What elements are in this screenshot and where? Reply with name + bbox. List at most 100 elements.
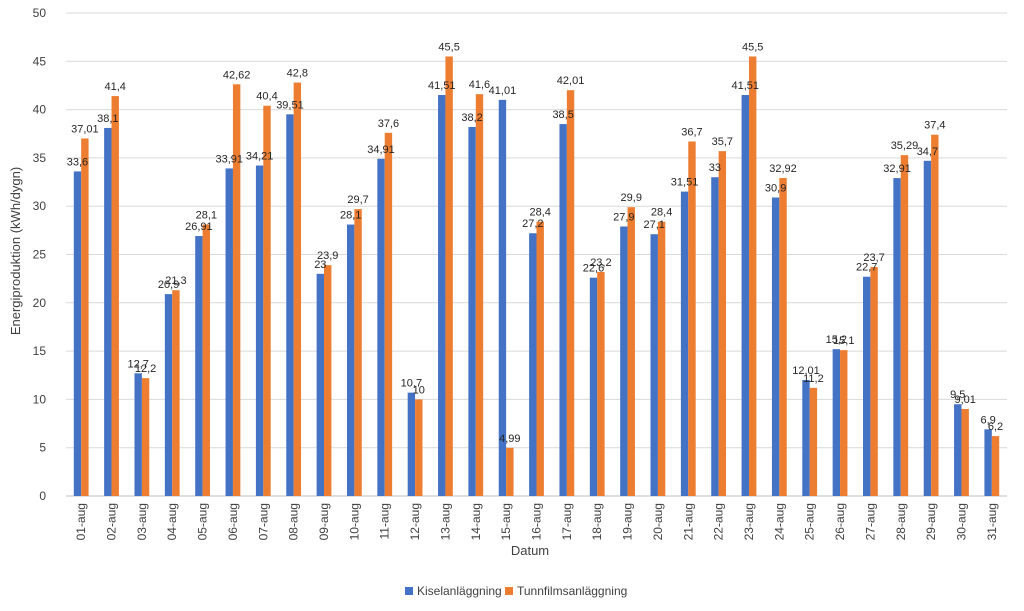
data-label: 40,4 xyxy=(256,91,277,103)
x-tick-label: 06-aug xyxy=(226,503,240,540)
bar-tunnfilm xyxy=(809,387,818,496)
data-label: 45,5 xyxy=(742,41,763,53)
legend-swatch xyxy=(405,587,413,595)
data-label: 21,3 xyxy=(165,275,186,287)
x-tick-label: 29-aug xyxy=(924,503,938,540)
bar-tunnfilm xyxy=(111,96,119,497)
bar-kisel xyxy=(73,171,82,496)
data-label: 37,01 xyxy=(71,123,99,135)
bar-kisel xyxy=(680,191,689,496)
y-tick-labels: 0 5 10 15 20 25 30 35 40 45 50 xyxy=(33,6,47,503)
data-label: 36,7 xyxy=(681,126,702,138)
bar-kisel xyxy=(984,429,992,496)
y-tick-label: 35 xyxy=(33,151,47,165)
x-axis-title: Datum xyxy=(511,543,549,558)
data-label: 30,9 xyxy=(765,183,786,195)
bar-tunnfilm xyxy=(81,138,89,496)
data-label: 38,1 xyxy=(97,113,118,125)
data-label: 27,2 xyxy=(522,218,543,230)
y-tick-label: 30 xyxy=(33,199,47,213)
x-tick-label: 02-aug xyxy=(105,503,119,540)
y-tick-label: 15 xyxy=(33,344,47,358)
bar-kisel xyxy=(104,127,112,496)
bars xyxy=(73,56,1000,497)
data-label: 28,4 xyxy=(529,207,550,219)
x-tick-label: 28-aug xyxy=(894,503,908,540)
x-tick-label: 04-aug xyxy=(165,503,179,540)
bar-kisel xyxy=(589,277,598,496)
bar-kisel xyxy=(954,404,962,496)
x-tick-label: 17-aug xyxy=(560,503,574,540)
x-tick-label: 13-aug xyxy=(438,503,452,540)
data-label: 28,1 xyxy=(196,210,217,222)
bar-kisel xyxy=(468,126,476,496)
data-label: 28,1 xyxy=(340,210,361,222)
data-label: 22,7 xyxy=(856,262,877,274)
x-tick-label: 05-aug xyxy=(196,503,210,540)
data-label: 38,5 xyxy=(552,109,573,121)
x-tick-label: 15-aug xyxy=(499,503,513,540)
x-tick-label: 14-aug xyxy=(469,503,483,540)
x-tick-label: 30-aug xyxy=(954,503,968,540)
data-label: 35,7 xyxy=(712,136,733,148)
x-tick-label: 20-aug xyxy=(651,503,665,540)
legend-swatch xyxy=(505,587,513,595)
data-label: 42,8 xyxy=(287,68,308,80)
y-axis-title: Energiproduktion (kWh/dygn) xyxy=(8,167,23,335)
y-tick-label: 40 xyxy=(33,103,47,117)
x-tick-label: 21-aug xyxy=(681,503,695,540)
data-label: 12,01 xyxy=(792,365,820,377)
bar-kisel xyxy=(286,114,294,496)
bar-kisel xyxy=(438,95,446,496)
data-label: 23,7 xyxy=(863,252,884,264)
y-tick-label: 25 xyxy=(33,248,47,262)
y-tick-label: 50 xyxy=(33,6,47,20)
x-tick-label: 01-aug xyxy=(74,503,88,540)
x-tick-label: 11-aug xyxy=(378,503,392,539)
data-label: 9,01 xyxy=(954,394,975,406)
data-label: 31,51 xyxy=(671,177,699,189)
bar-tunnfilm xyxy=(597,271,605,496)
data-label: 38,2 xyxy=(461,112,482,124)
bar-tunnfilm xyxy=(293,82,302,496)
bar-tunnfilm xyxy=(961,408,969,496)
data-label: 6,9 xyxy=(980,414,995,426)
bar-kisel xyxy=(832,349,841,496)
data-label: 10,7 xyxy=(401,378,422,390)
data-label: 39,51 xyxy=(276,99,304,111)
x-tick-label: 23-aug xyxy=(742,503,756,540)
data-label: 15,1 xyxy=(833,335,854,347)
bar-tunnfilm xyxy=(172,290,180,496)
bar-tunnfilm xyxy=(324,265,332,496)
data-label: 9,5 xyxy=(950,389,965,401)
data-label: 20,9 xyxy=(158,279,179,291)
bar-tunnfilm xyxy=(445,56,453,496)
data-label: 27,1 xyxy=(644,219,665,231)
x-tick-label: 22-aug xyxy=(712,503,726,540)
data-label: 37,6 xyxy=(378,118,399,130)
bar-kisel xyxy=(771,197,780,497)
data-label: 37,4 xyxy=(924,120,945,132)
data-label: 41,51 xyxy=(428,80,456,92)
x-tick-label: 25-aug xyxy=(803,503,817,540)
bar-tunnfilm xyxy=(900,155,909,496)
data-label: 33,6 xyxy=(67,156,88,168)
bar-kisel xyxy=(225,168,233,497)
data-label: 27,9 xyxy=(613,211,634,223)
data-label: 45,5 xyxy=(438,41,459,53)
data-label: 11,2 xyxy=(803,373,824,385)
data-label: 15,2 xyxy=(826,334,847,346)
bar-tunnfilm xyxy=(475,94,484,497)
data-label: 32,92 xyxy=(769,163,797,175)
data-label: 22,6 xyxy=(583,263,604,275)
data-label: 4,99 xyxy=(499,433,520,445)
data-label: 34,7 xyxy=(917,146,938,158)
bar-tunnfilm xyxy=(202,224,210,496)
x-tick-label: 18-aug xyxy=(590,503,604,540)
data-label: 41,01 xyxy=(489,85,517,97)
data-label: 12,2 xyxy=(135,363,156,375)
bar-tunnfilm xyxy=(263,105,271,497)
bar-tunnfilm xyxy=(415,399,423,496)
data-label: 35,29 xyxy=(891,140,919,152)
